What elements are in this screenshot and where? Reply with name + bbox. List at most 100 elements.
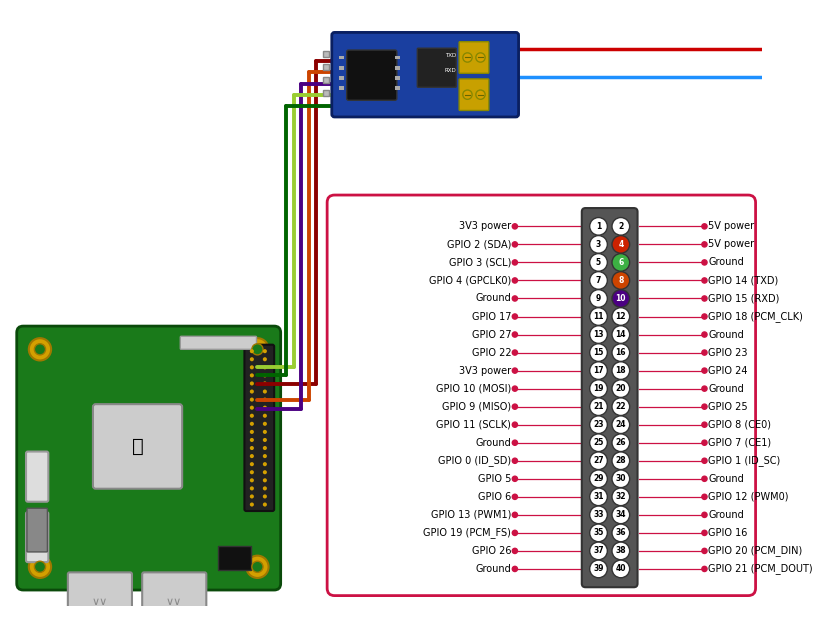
Circle shape — [701, 548, 706, 554]
Text: GPIO 6: GPIO 6 — [477, 492, 510, 502]
Circle shape — [475, 53, 485, 62]
Circle shape — [250, 446, 254, 450]
Bar — [339, 86, 343, 90]
Circle shape — [250, 365, 254, 369]
FancyBboxPatch shape — [346, 50, 396, 100]
Circle shape — [701, 566, 706, 572]
FancyBboxPatch shape — [180, 337, 256, 349]
Text: 23: 23 — [592, 420, 603, 429]
Text: GPIO 5: GPIO 5 — [477, 474, 510, 484]
Text: GPIO 13 (PWM1): GPIO 13 (PWM1) — [430, 510, 510, 520]
Circle shape — [250, 349, 254, 353]
Circle shape — [251, 561, 263, 572]
Circle shape — [589, 343, 607, 362]
Circle shape — [701, 494, 706, 499]
FancyBboxPatch shape — [581, 208, 636, 587]
Text: 38: 38 — [615, 547, 626, 555]
FancyBboxPatch shape — [93, 404, 182, 489]
FancyBboxPatch shape — [459, 42, 488, 74]
Circle shape — [512, 224, 517, 229]
Circle shape — [263, 422, 267, 426]
Circle shape — [701, 440, 706, 445]
Text: 28: 28 — [615, 456, 626, 465]
Circle shape — [250, 486, 254, 491]
Circle shape — [512, 548, 517, 554]
Circle shape — [611, 416, 629, 433]
Text: 37: 37 — [592, 547, 603, 555]
Circle shape — [475, 90, 485, 99]
Text: 21: 21 — [592, 402, 603, 411]
Text: Ground: Ground — [708, 257, 743, 267]
Circle shape — [512, 332, 517, 337]
Circle shape — [263, 381, 267, 386]
Text: GPIO 0 (ID_SD): GPIO 0 (ID_SD) — [437, 455, 510, 466]
Circle shape — [589, 488, 607, 506]
Circle shape — [250, 414, 254, 418]
Text: GPIO 23: GPIO 23 — [708, 348, 747, 357]
Circle shape — [250, 494, 254, 499]
Circle shape — [512, 386, 517, 391]
Bar — [323, 51, 328, 57]
Bar — [395, 66, 399, 70]
Circle shape — [34, 561, 46, 572]
Circle shape — [611, 308, 629, 325]
Text: 27: 27 — [592, 456, 603, 465]
Text: GPIO 16: GPIO 16 — [708, 528, 747, 538]
Circle shape — [462, 90, 472, 99]
Text: 40: 40 — [615, 564, 626, 574]
Text: 🍓: 🍓 — [132, 437, 143, 455]
Circle shape — [263, 438, 267, 442]
Circle shape — [512, 368, 517, 373]
Text: 3V3 power: 3V3 power — [459, 365, 510, 376]
Circle shape — [250, 389, 254, 394]
FancyBboxPatch shape — [332, 33, 518, 117]
Circle shape — [250, 438, 254, 442]
Circle shape — [611, 218, 629, 235]
Circle shape — [611, 560, 629, 578]
Circle shape — [611, 326, 629, 343]
Text: GPIO 20 (PCM_DIN): GPIO 20 (PCM_DIN) — [708, 545, 802, 557]
Text: TXD: TXD — [445, 53, 456, 58]
Circle shape — [611, 452, 629, 470]
Circle shape — [512, 350, 517, 355]
Text: 8: 8 — [618, 276, 622, 285]
Circle shape — [701, 530, 706, 535]
Circle shape — [263, 462, 267, 466]
Circle shape — [701, 350, 706, 355]
Text: GPIO 1 (ID_SC): GPIO 1 (ID_SC) — [708, 455, 780, 466]
Text: GPIO 19 (PCM_FS): GPIO 19 (PCM_FS) — [423, 528, 510, 538]
Circle shape — [611, 380, 629, 398]
Text: 39: 39 — [592, 564, 603, 574]
Circle shape — [512, 260, 517, 265]
Circle shape — [512, 530, 517, 535]
Text: 31: 31 — [592, 493, 603, 501]
Circle shape — [701, 224, 706, 229]
Circle shape — [701, 458, 706, 464]
Text: GPIO 27: GPIO 27 — [471, 330, 510, 340]
Circle shape — [263, 414, 267, 418]
Circle shape — [589, 380, 607, 398]
Circle shape — [701, 278, 706, 283]
Circle shape — [250, 374, 254, 377]
Circle shape — [263, 470, 267, 474]
Circle shape — [611, 524, 629, 542]
Circle shape — [701, 332, 706, 337]
Bar — [395, 55, 399, 59]
Text: 9: 9 — [595, 294, 600, 303]
Circle shape — [611, 542, 629, 560]
Bar — [323, 77, 328, 82]
Circle shape — [263, 398, 267, 402]
Circle shape — [512, 296, 517, 301]
Circle shape — [611, 253, 629, 271]
Text: 5: 5 — [595, 258, 600, 267]
FancyBboxPatch shape — [68, 572, 132, 623]
Text: Ground: Ground — [708, 384, 743, 394]
Text: GPIO 8 (CE0): GPIO 8 (CE0) — [708, 420, 770, 430]
Text: 10: 10 — [615, 294, 626, 303]
Text: 24: 24 — [615, 420, 626, 429]
Bar — [323, 64, 328, 70]
Circle shape — [701, 260, 706, 265]
Text: Ground: Ground — [475, 294, 510, 303]
Text: 26: 26 — [615, 438, 626, 447]
Circle shape — [589, 362, 607, 379]
